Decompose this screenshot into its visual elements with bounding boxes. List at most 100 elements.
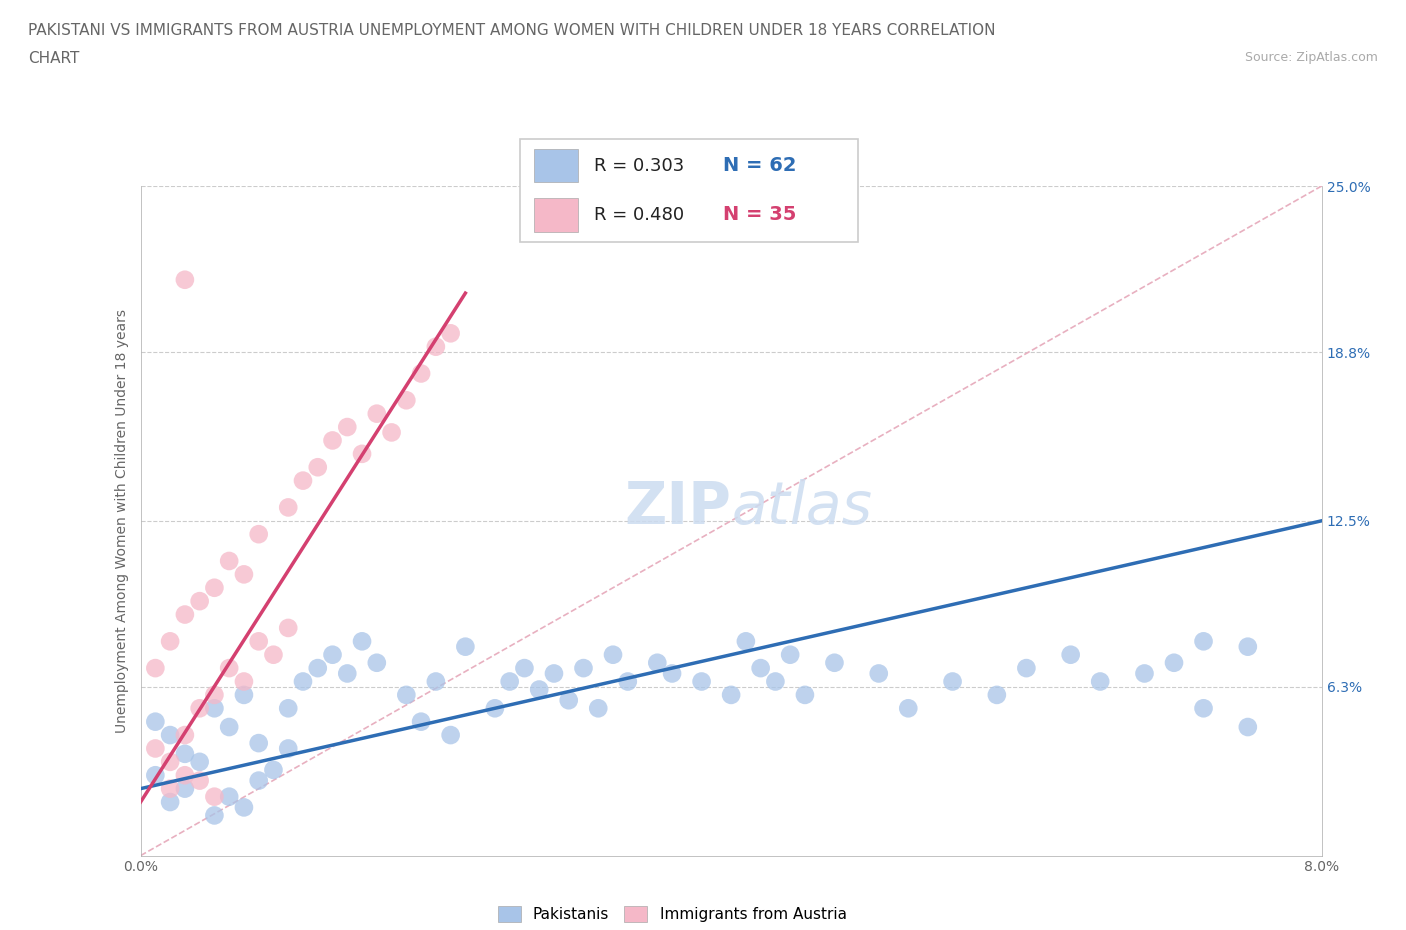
Point [868, 666, 890, 681]
Point [188, 754, 211, 769]
Point [277, 741, 299, 756]
Point [336, 419, 359, 434]
Point [557, 693, 581, 708]
Point [484, 701, 506, 716]
Point [440, 326, 463, 340]
FancyBboxPatch shape [520, 140, 858, 242]
Point [395, 687, 418, 702]
Point [159, 754, 181, 769]
Point [233, 674, 256, 689]
Point [543, 666, 565, 681]
Point [188, 593, 211, 608]
Point [529, 682, 551, 697]
Point [174, 747, 197, 762]
Text: ZIP: ZIP [624, 479, 731, 536]
Point [174, 607, 197, 622]
Point [793, 687, 815, 702]
Point [588, 701, 610, 716]
Point [174, 781, 197, 796]
Point [380, 425, 404, 440]
Point [1015, 660, 1038, 675]
Point [986, 687, 1008, 702]
Point [145, 660, 166, 675]
Point [262, 763, 284, 777]
Point [765, 674, 787, 689]
Point [145, 714, 166, 729]
Point [647, 656, 669, 671]
Point [202, 580, 225, 595]
Point [1088, 674, 1111, 689]
Point [690, 674, 713, 689]
Point [202, 790, 225, 804]
Point [233, 567, 256, 582]
Point [218, 720, 240, 735]
Point [292, 674, 315, 689]
Point [1237, 639, 1260, 654]
Point [188, 701, 211, 716]
Point [352, 446, 374, 461]
Point [174, 727, 197, 742]
Text: PAKISTANI VS IMMIGRANTS FROM AUSTRIA UNEMPLOYMENT AMONG WOMEN WITH CHILDREN UNDE: PAKISTANI VS IMMIGRANTS FROM AUSTRIA UNE… [28, 23, 995, 38]
Text: R = 0.303: R = 0.303 [595, 156, 685, 175]
Point [454, 639, 477, 654]
Point [352, 634, 374, 649]
Point [247, 736, 270, 751]
Text: N = 62: N = 62 [723, 156, 796, 175]
Point [202, 701, 225, 716]
Point [159, 781, 181, 796]
Point [247, 773, 270, 788]
Point [1237, 720, 1260, 735]
Text: N = 35: N = 35 [723, 206, 796, 224]
Point [735, 634, 758, 649]
Point [321, 433, 344, 448]
Point [411, 714, 433, 729]
Point [440, 727, 463, 742]
Point [499, 674, 522, 689]
Point [202, 808, 225, 823]
Point [307, 459, 329, 474]
Text: Source: ZipAtlas.com: Source: ZipAtlas.com [1244, 51, 1378, 64]
Point [174, 272, 197, 287]
Point [779, 647, 801, 662]
Point [366, 656, 388, 671]
Point [145, 741, 166, 756]
Point [411, 366, 433, 381]
Point [513, 660, 536, 675]
Point [321, 647, 344, 662]
Point [942, 674, 965, 689]
Point [395, 392, 418, 407]
Point [661, 666, 683, 681]
Point [1192, 634, 1215, 649]
Point [233, 687, 256, 702]
Point [307, 660, 329, 675]
Text: CHART: CHART [28, 51, 80, 66]
Point [277, 500, 299, 515]
Point [277, 620, 299, 635]
Point [145, 768, 166, 783]
Point [277, 701, 299, 716]
Point [262, 647, 284, 662]
Point [336, 666, 359, 681]
Point [616, 674, 638, 689]
Point [233, 800, 256, 815]
Point [218, 553, 240, 568]
Point [247, 634, 270, 649]
Point [749, 660, 772, 675]
Point [425, 339, 447, 354]
Point [159, 794, 181, 809]
Point [720, 687, 742, 702]
Point [174, 768, 197, 783]
Y-axis label: Unemployment Among Women with Children Under 18 years: Unemployment Among Women with Children U… [115, 309, 129, 733]
Point [1163, 656, 1185, 671]
Point [159, 727, 181, 742]
Point [897, 701, 920, 716]
Point [1060, 647, 1083, 662]
Point [218, 790, 240, 804]
Point [572, 660, 595, 675]
Point [218, 660, 240, 675]
Text: atlas: atlas [731, 479, 872, 536]
Point [425, 674, 447, 689]
Point [202, 687, 225, 702]
Point [1192, 701, 1215, 716]
Point [366, 406, 388, 421]
